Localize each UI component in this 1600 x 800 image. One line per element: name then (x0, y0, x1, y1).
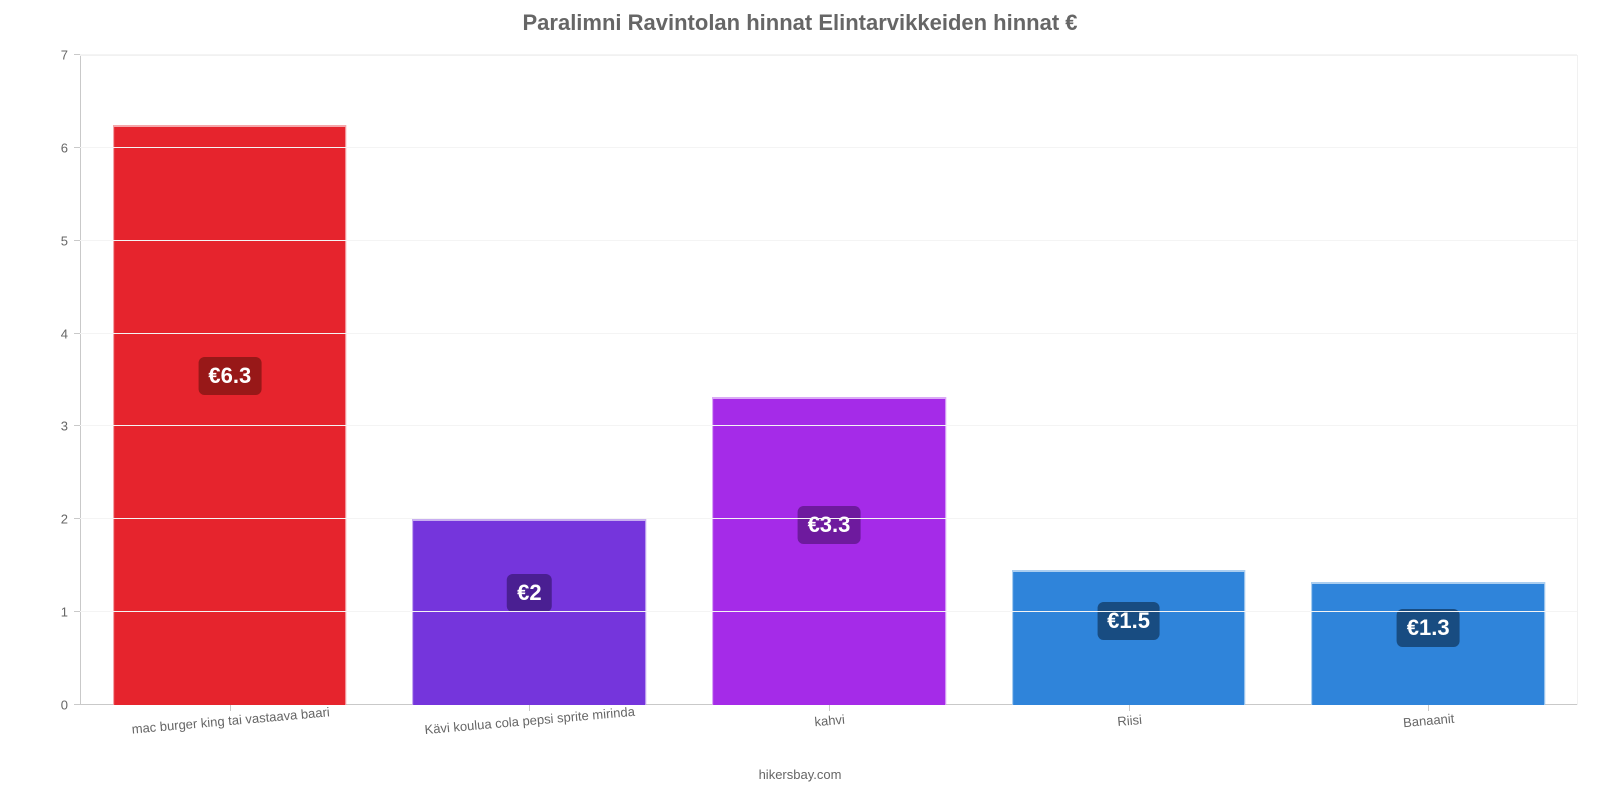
x-tick-mark (529, 705, 530, 711)
bar (113, 125, 347, 705)
bar (712, 397, 946, 705)
bar-slot: €1.3 (1278, 56, 1578, 705)
value-badge: €1.3 (1397, 609, 1460, 647)
y-tick-label: 7 (61, 48, 80, 63)
chart-credit: hikersbay.com (0, 767, 1600, 782)
x-tick-mark (1428, 705, 1429, 711)
value-badge: €2 (507, 574, 551, 612)
value-badge: €3.3 (798, 506, 861, 544)
grid-line (80, 54, 1577, 55)
x-tick-mark (230, 705, 231, 711)
x-tick-label: kahvi (814, 712, 846, 730)
price-bar-chart: Paralimni Ravintolan hinnat Elintarvikke… (0, 0, 1600, 800)
y-tick-label: 2 (61, 512, 80, 527)
grid-line (80, 240, 1577, 241)
y-tick-label: 5 (61, 233, 80, 248)
bars-layer: €6.3 €2 €3.3 €1.5 €1.3 (80, 56, 1577, 705)
grid-line (80, 611, 1577, 612)
x-tick-label: Banaanit (1403, 711, 1455, 730)
x-tick-mark (829, 705, 830, 711)
y-tick-label: 4 (61, 326, 80, 341)
value-badge: €6.3 (198, 357, 261, 395)
x-tick-label: Riisi (1116, 712, 1142, 729)
bar-slot: €3.3 (679, 56, 979, 705)
bar-slot: €2 (380, 56, 680, 705)
plot-area: €6.3€2€3.3€1.5€1.3 01234567 mac burger k… (80, 55, 1578, 705)
grid-line (80, 333, 1577, 334)
grid-line (80, 147, 1577, 148)
x-tick-mark (1129, 705, 1130, 711)
bar-slot: €6.3 (80, 56, 380, 705)
y-tick-label: 6 (61, 140, 80, 155)
y-tick-label: 0 (61, 698, 80, 713)
value-badge: €1.5 (1097, 602, 1160, 640)
bar-slot: €1.5 (979, 56, 1279, 705)
grid-line (80, 425, 1577, 426)
grid-line (80, 518, 1577, 519)
y-tick-label: 3 (61, 419, 80, 434)
y-tick-label: 1 (61, 605, 80, 620)
chart-title: Paralimni Ravintolan hinnat Elintarvikke… (0, 10, 1600, 36)
